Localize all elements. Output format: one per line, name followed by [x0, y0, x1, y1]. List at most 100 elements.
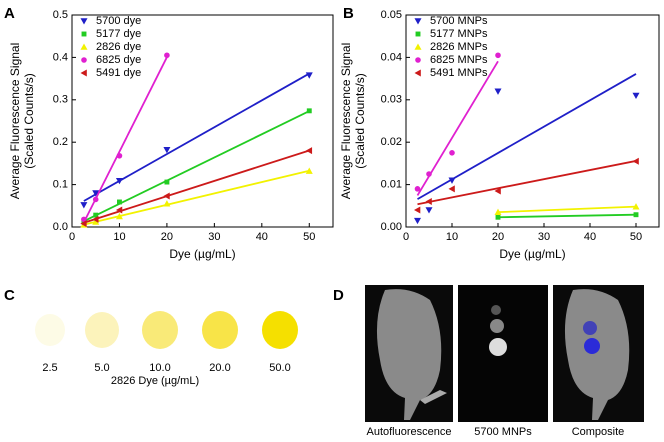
- fit-line: [497, 205, 637, 214]
- legend-marker: [414, 69, 421, 77]
- image-caption: 5700 MNPs: [474, 426, 532, 438]
- marker: [164, 179, 170, 185]
- marker: [448, 185, 455, 193]
- y-axis-label: Average Fluorescence Signal: [339, 43, 353, 200]
- panel-label: B: [343, 5, 354, 22]
- fit-line: [83, 110, 310, 222]
- marker: [495, 214, 501, 220]
- y-tick-label: 0.1: [53, 179, 68, 191]
- plot-frame: [405, 14, 660, 228]
- marker: [163, 192, 170, 200]
- x-tick-label: 0: [403, 231, 409, 243]
- legend-marker: [81, 31, 87, 37]
- marker: [163, 200, 171, 207]
- marker: [80, 202, 88, 209]
- marker: [116, 152, 123, 159]
- marker: [306, 108, 312, 114]
- swatch-label: 5.0: [94, 362, 109, 374]
- x-tick-label: 50: [630, 231, 642, 243]
- swatch-label: 20.0: [209, 362, 230, 374]
- y-tick-label: 0.04: [381, 51, 402, 63]
- swatch: [142, 311, 178, 349]
- mouse-images: [365, 285, 644, 422]
- marker: [495, 52, 501, 59]
- y-axis-label: (Scaled Counts/s): [22, 73, 36, 168]
- legend-label: 5177 MNPs: [430, 28, 488, 40]
- marker: [494, 187, 501, 195]
- y-tick-label: 0.00: [381, 221, 402, 233]
- x-tick-label: 20: [492, 231, 504, 243]
- panel-label: D: [333, 287, 344, 304]
- legend-marker: [414, 43, 422, 50]
- y-tick-label: 0.03: [381, 94, 402, 106]
- y-tick-label: 0.02: [381, 136, 402, 148]
- marker: [93, 212, 99, 218]
- x-axis-label: Dye (µg/mL): [169, 247, 235, 261]
- x-axis-label: Dye (µg/mL): [499, 247, 565, 261]
- marker: [414, 217, 421, 225]
- fit-line: [83, 149, 310, 224]
- marker: [449, 150, 455, 156]
- x-tick-label: 50: [303, 231, 315, 243]
- legend-label: 5491 dye: [96, 67, 141, 79]
- y-tick-label: 0.0: [53, 221, 68, 233]
- marker: [163, 147, 171, 154]
- legend-label: 5177 dye: [96, 28, 141, 40]
- legend-label: 2826 dye: [96, 41, 141, 53]
- legend-label: 6825 MNPs: [430, 54, 488, 66]
- swatch-label: 2.5: [42, 362, 57, 374]
- x-tick-label: 0: [69, 231, 75, 243]
- x-tick-label: 10: [446, 231, 458, 243]
- marker: [115, 212, 123, 220]
- marker: [494, 208, 502, 215]
- legend-label: 5491 MNPs: [430, 67, 488, 79]
- marker: [494, 88, 502, 95]
- marker: [81, 216, 87, 223]
- legend-marker: [415, 31, 421, 37]
- x-tick-label: 20: [161, 231, 173, 243]
- fit-line: [417, 160, 637, 206]
- swatch-label: 50.0: [269, 362, 290, 374]
- legend-marker: [80, 69, 87, 77]
- y-tick-label: 0.3: [53, 94, 68, 106]
- legend-label: 6825 dye: [96, 54, 141, 66]
- swatch: [35, 314, 65, 346]
- marker: [305, 147, 313, 155]
- fit-line: [83, 56, 168, 223]
- marker: [426, 171, 432, 177]
- y-tick-label: 0.2: [53, 136, 68, 148]
- legend-marker: [80, 43, 88, 50]
- marker: [115, 206, 123, 214]
- legend-label: 5700 MNPs: [430, 15, 488, 27]
- marker: [164, 52, 170, 59]
- y-tick-label: 0.4: [53, 51, 68, 63]
- marker: [632, 92, 640, 100]
- marker: [117, 199, 122, 205]
- x-tick-label: 10: [113, 231, 125, 243]
- marker: [305, 167, 313, 174]
- swatch-label: 10.0: [149, 362, 170, 374]
- y-tick-label: 0.5: [53, 9, 68, 21]
- marker: [115, 177, 123, 185]
- marker: [305, 72, 313, 79]
- marker: [425, 198, 432, 206]
- marker: [80, 220, 87, 228]
- marker: [414, 186, 421, 192]
- marker: [425, 207, 433, 214]
- image-caption: Composite: [572, 426, 625, 438]
- swatch: [85, 312, 119, 348]
- fit-line: [497, 213, 637, 219]
- x-tick-label: 30: [538, 231, 550, 243]
- marker: [414, 206, 421, 214]
- legend-marker: [80, 18, 88, 25]
- y-tick-label: 0.01: [381, 179, 402, 191]
- panel-label: A: [4, 5, 15, 22]
- legend-marker: [414, 18, 422, 25]
- swatch: [262, 311, 298, 349]
- marker: [92, 218, 100, 225]
- y-axis-label: (Scaled Counts/s): [353, 73, 367, 168]
- marker: [92, 190, 100, 197]
- y-tick-label: 0.05: [381, 9, 402, 21]
- marker: [92, 215, 99, 223]
